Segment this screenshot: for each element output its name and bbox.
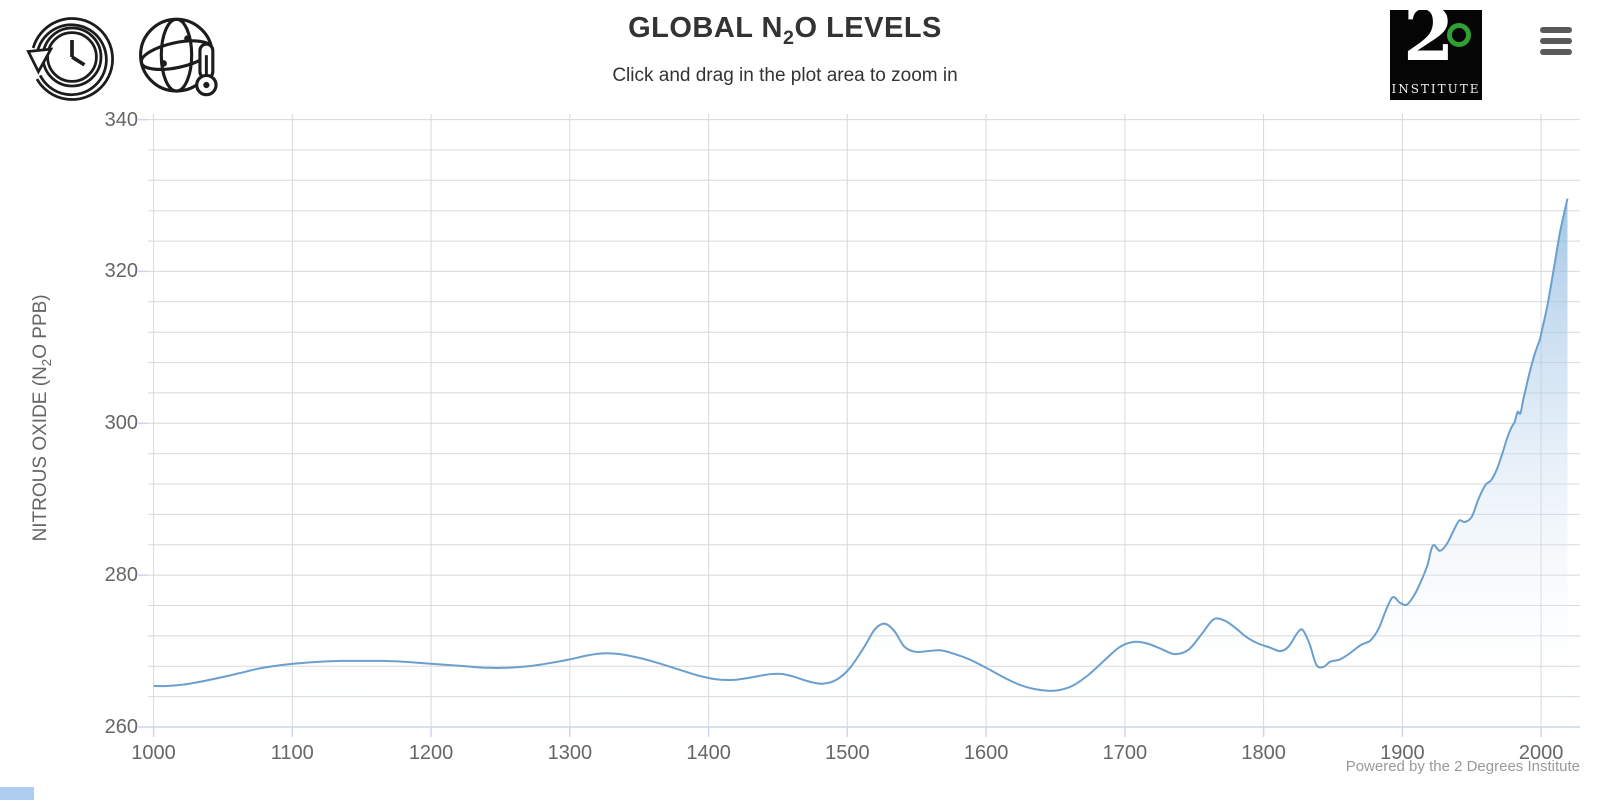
credits-text[interactable]: Powered by the 2 Degrees Institute <box>1345 758 1580 775</box>
globe-thermometer-icon[interactable] <box>136 10 228 104</box>
partial-element-bottom-left <box>0 787 34 800</box>
hamburger-menu-icon[interactable] <box>1540 27 1572 60</box>
logo-caption: INSTITUTE <box>1391 82 1481 96</box>
degree-icon <box>1447 23 1471 47</box>
logo-number: 2 <box>1403 0 1455 78</box>
graph-nav <box>26 10 228 104</box>
institute-logo[interactable]: 2 INSTITUTE <box>1390 0 1482 100</box>
history-icon[interactable] <box>26 10 118 104</box>
